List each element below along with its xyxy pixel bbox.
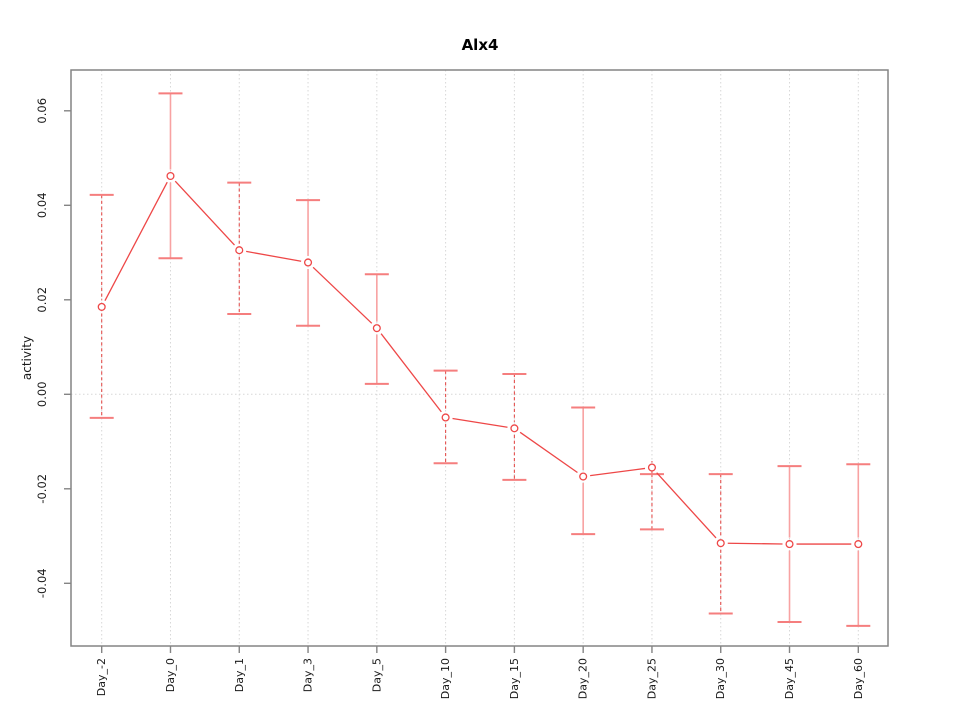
x-tick-label: Day_0 [164,658,177,692]
data-point [510,424,519,433]
x-tick-label: Day_1 [233,658,246,692]
series-segment [452,417,508,428]
data-point [785,540,794,549]
data-point [579,472,588,481]
x-tick-label: Day_30 [714,658,727,699]
series-segment [590,467,646,477]
x-tick-label: Day_5 [370,658,383,692]
x-tick-label: Day_60 [852,658,865,699]
data-point [854,540,863,549]
chart-title: Alx4 [461,36,499,54]
series-segment [727,542,783,545]
data-point [716,539,725,548]
plot-frame [70,69,889,647]
x-tick-label: Day_3 [302,658,315,692]
y-tick-label: 0.06 [35,98,49,124]
series-segment [519,431,578,474]
series-segment [312,266,373,324]
x-tick-label: Day_45 [783,658,796,699]
x-tick-label: Day_10 [439,658,452,699]
y-tick-label: 0.02 [35,287,49,313]
data-point [235,246,244,255]
x-tick-label: Day_15 [508,658,521,699]
data-point [441,413,450,422]
x-tick-label: Day_20 [577,658,590,699]
data-point [303,258,313,267]
x-tick-label: Day_-2 [95,658,108,696]
y-tick-label: -0.02 [35,474,49,504]
x-tick-label: Day_25 [645,658,658,699]
data-point [166,171,175,181]
series-segment [174,180,235,246]
y-tick-label: -0.04 [35,568,49,598]
series-segment [380,333,442,413]
series-segment [246,250,302,262]
data-point [647,463,657,472]
series-segment [656,472,717,539]
series-segment [104,181,168,301]
y-tick-label: 0.00 [35,381,49,407]
data-point [372,324,381,333]
data-point [97,302,106,311]
y-tick-label: 0.04 [35,192,49,218]
